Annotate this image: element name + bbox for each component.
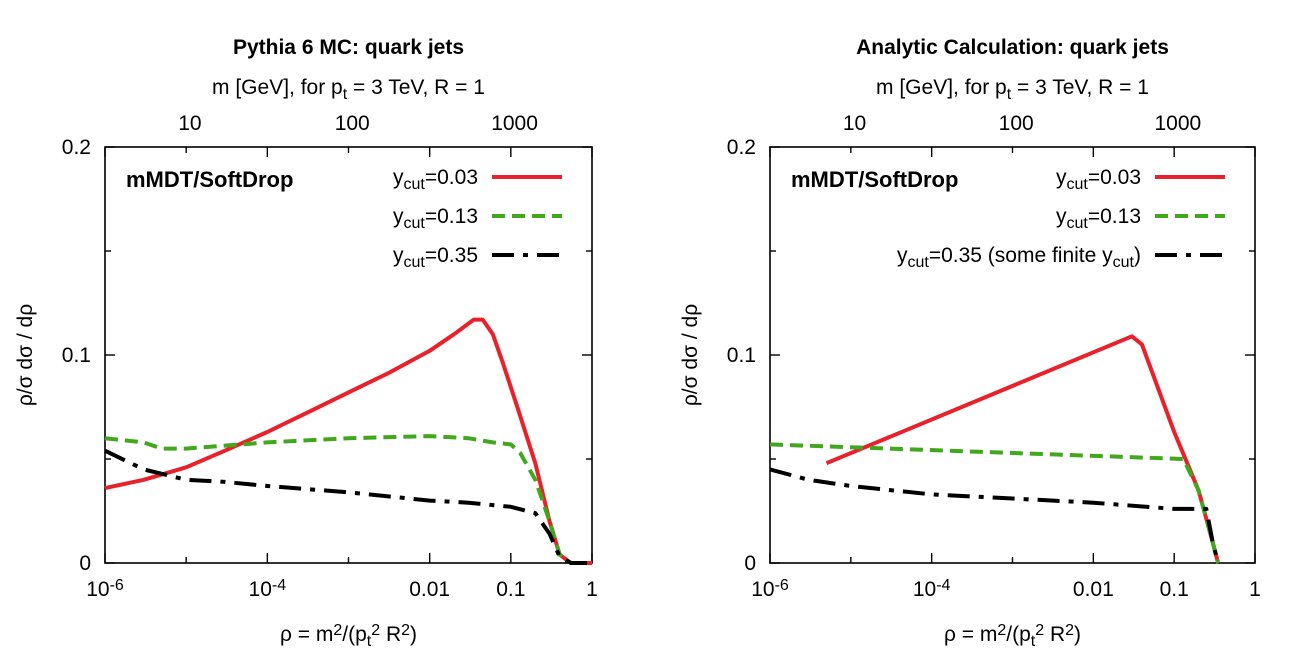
x-tick-label: 0.01 — [409, 578, 450, 601]
x-tick-label: 0.01 — [1073, 578, 1114, 601]
y-axis-label: ρ/σ dσ / dρ — [14, 304, 37, 406]
legend-label: ycut=0.35 — [393, 244, 478, 271]
chart-title: Pythia 6 MC: quark jets — [233, 36, 464, 59]
y-tick-label: 0 — [79, 552, 91, 575]
x-tick-label: 1 — [1249, 578, 1261, 601]
x-tick-label: 10-6 — [86, 577, 124, 601]
legend-label: ycut=0.13 — [393, 205, 478, 232]
top-tick-label: 10 — [178, 112, 201, 135]
series-line-2 — [104, 434, 573, 565]
top-axis-label: m [GeV], for pt = 3 TeV, R = 1 — [876, 76, 1149, 103]
legend-label: ycut=0.03 — [393, 166, 478, 193]
x-tick-label: 10-6 — [751, 577, 789, 601]
annotation-label: mMDT/SoftDrop — [791, 167, 958, 192]
plot-frame — [769, 146, 1256, 564]
y-tick-label: 0.2 — [62, 136, 91, 159]
x-tick-label: 10-4 — [913, 577, 951, 601]
y-tick-label: 0 — [744, 552, 756, 575]
top-tick-label: 100 — [335, 112, 370, 135]
x-axis-label: ρ = m2/(pt2 R2) — [280, 622, 417, 650]
chart-panel-2: 10-6 10-4 0.01 0.1 1 10 100 1000 0 0.1 0.2 Analytic… — [679, 36, 1261, 650]
x-tick-label: 0.1 — [496, 578, 525, 601]
legend-label: ycut=0.13 — [1056, 205, 1141, 232]
x-tick-label: 1 — [586, 578, 598, 601]
top-tick-label: 1000 — [1155, 112, 1202, 135]
top-axis-label: m [GeV], for pt = 3 TeV, R = 1 — [212, 76, 485, 103]
x-axis-label: ρ = m2/(pt2 R2) — [944, 622, 1081, 650]
y-axis-label: ρ/σ dσ / dρ — [679, 304, 702, 406]
top-tick-label: 10 — [843, 112, 866, 135]
y-tick-label: 0.2 — [727, 136, 756, 159]
series-line-2 — [769, 442, 1221, 564]
chart-title: Analytic Calculation: quark jets — [856, 36, 1169, 59]
x-tick-label: 0.1 — [1160, 578, 1189, 601]
x-tick-label: 10-4 — [249, 577, 287, 601]
series-line-1 — [104, 317, 592, 565]
chart-panel-1: 10-6 10-4 0.01 0.1 1 10 100 1000 0 0.1 0.2 Pythia 6… — [14, 36, 598, 650]
series-line-1 — [825, 334, 1221, 564]
series-line-3 — [104, 448, 592, 565]
legend-label: ycut=0.03 — [1056, 166, 1141, 193]
top-tick-label: 100 — [999, 112, 1034, 135]
annotation-label: mMDT/SoftDrop — [126, 167, 293, 192]
plot-frame — [104, 146, 593, 564]
y-tick-label: 0.1 — [727, 344, 756, 367]
series-line-3 — [769, 467, 1221, 564]
top-tick-label: 1000 — [491, 112, 538, 135]
legend-label: ycut=0.35 (some finite ycut) — [897, 244, 1141, 271]
y-tick-label: 0.1 — [62, 344, 91, 367]
